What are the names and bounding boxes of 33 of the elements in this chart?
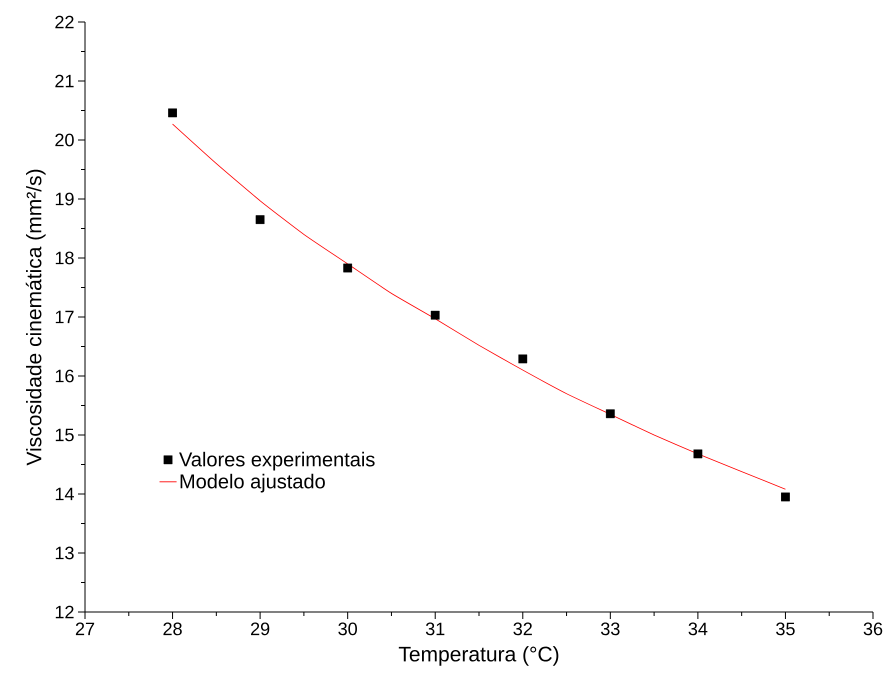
y-tick-label: 17 xyxy=(56,310,74,324)
x-tick-label: 28 xyxy=(163,622,182,636)
legend-label: Modelo ajustado xyxy=(180,474,325,492)
x-tick-label: 30 xyxy=(338,622,357,636)
point xyxy=(693,449,702,458)
y-tick-label: 19 xyxy=(56,192,74,206)
y-axis-title: Viscosidade cinemática (mm²/s) xyxy=(26,170,46,466)
y-tick-label: 22 xyxy=(55,16,74,28)
x-axis-title: Temperatura (°C) xyxy=(398,646,558,666)
point xyxy=(343,264,352,272)
legend-label: Valores experimentais xyxy=(179,452,375,470)
y-tick-label: 13 xyxy=(56,546,74,560)
point xyxy=(430,310,440,320)
x-tick-label: 29 xyxy=(251,622,270,636)
x-tick-label: 32 xyxy=(513,622,532,636)
y-tick-label: 12 xyxy=(56,606,74,618)
point xyxy=(518,354,528,364)
point xyxy=(606,409,615,418)
y-tick-label: 18 xyxy=(56,252,74,264)
y-tick-label: 20 xyxy=(55,134,74,146)
x-tick-label: 27 xyxy=(76,622,94,636)
y-tick-label: 16 xyxy=(56,370,74,382)
y-tick-label: 15 xyxy=(56,428,74,442)
x-tick-label: 33 xyxy=(601,622,620,636)
point xyxy=(168,108,177,118)
y-tick-label: 21 xyxy=(55,74,74,88)
point xyxy=(781,492,790,502)
x-tick-label: 36 xyxy=(864,622,882,636)
point xyxy=(256,215,265,224)
x-tick-label: 35 xyxy=(776,622,795,636)
x-tick-label: 31 xyxy=(426,622,444,636)
y-tick-label: 14 xyxy=(56,488,74,500)
x-tick-label: 34 xyxy=(688,622,708,636)
